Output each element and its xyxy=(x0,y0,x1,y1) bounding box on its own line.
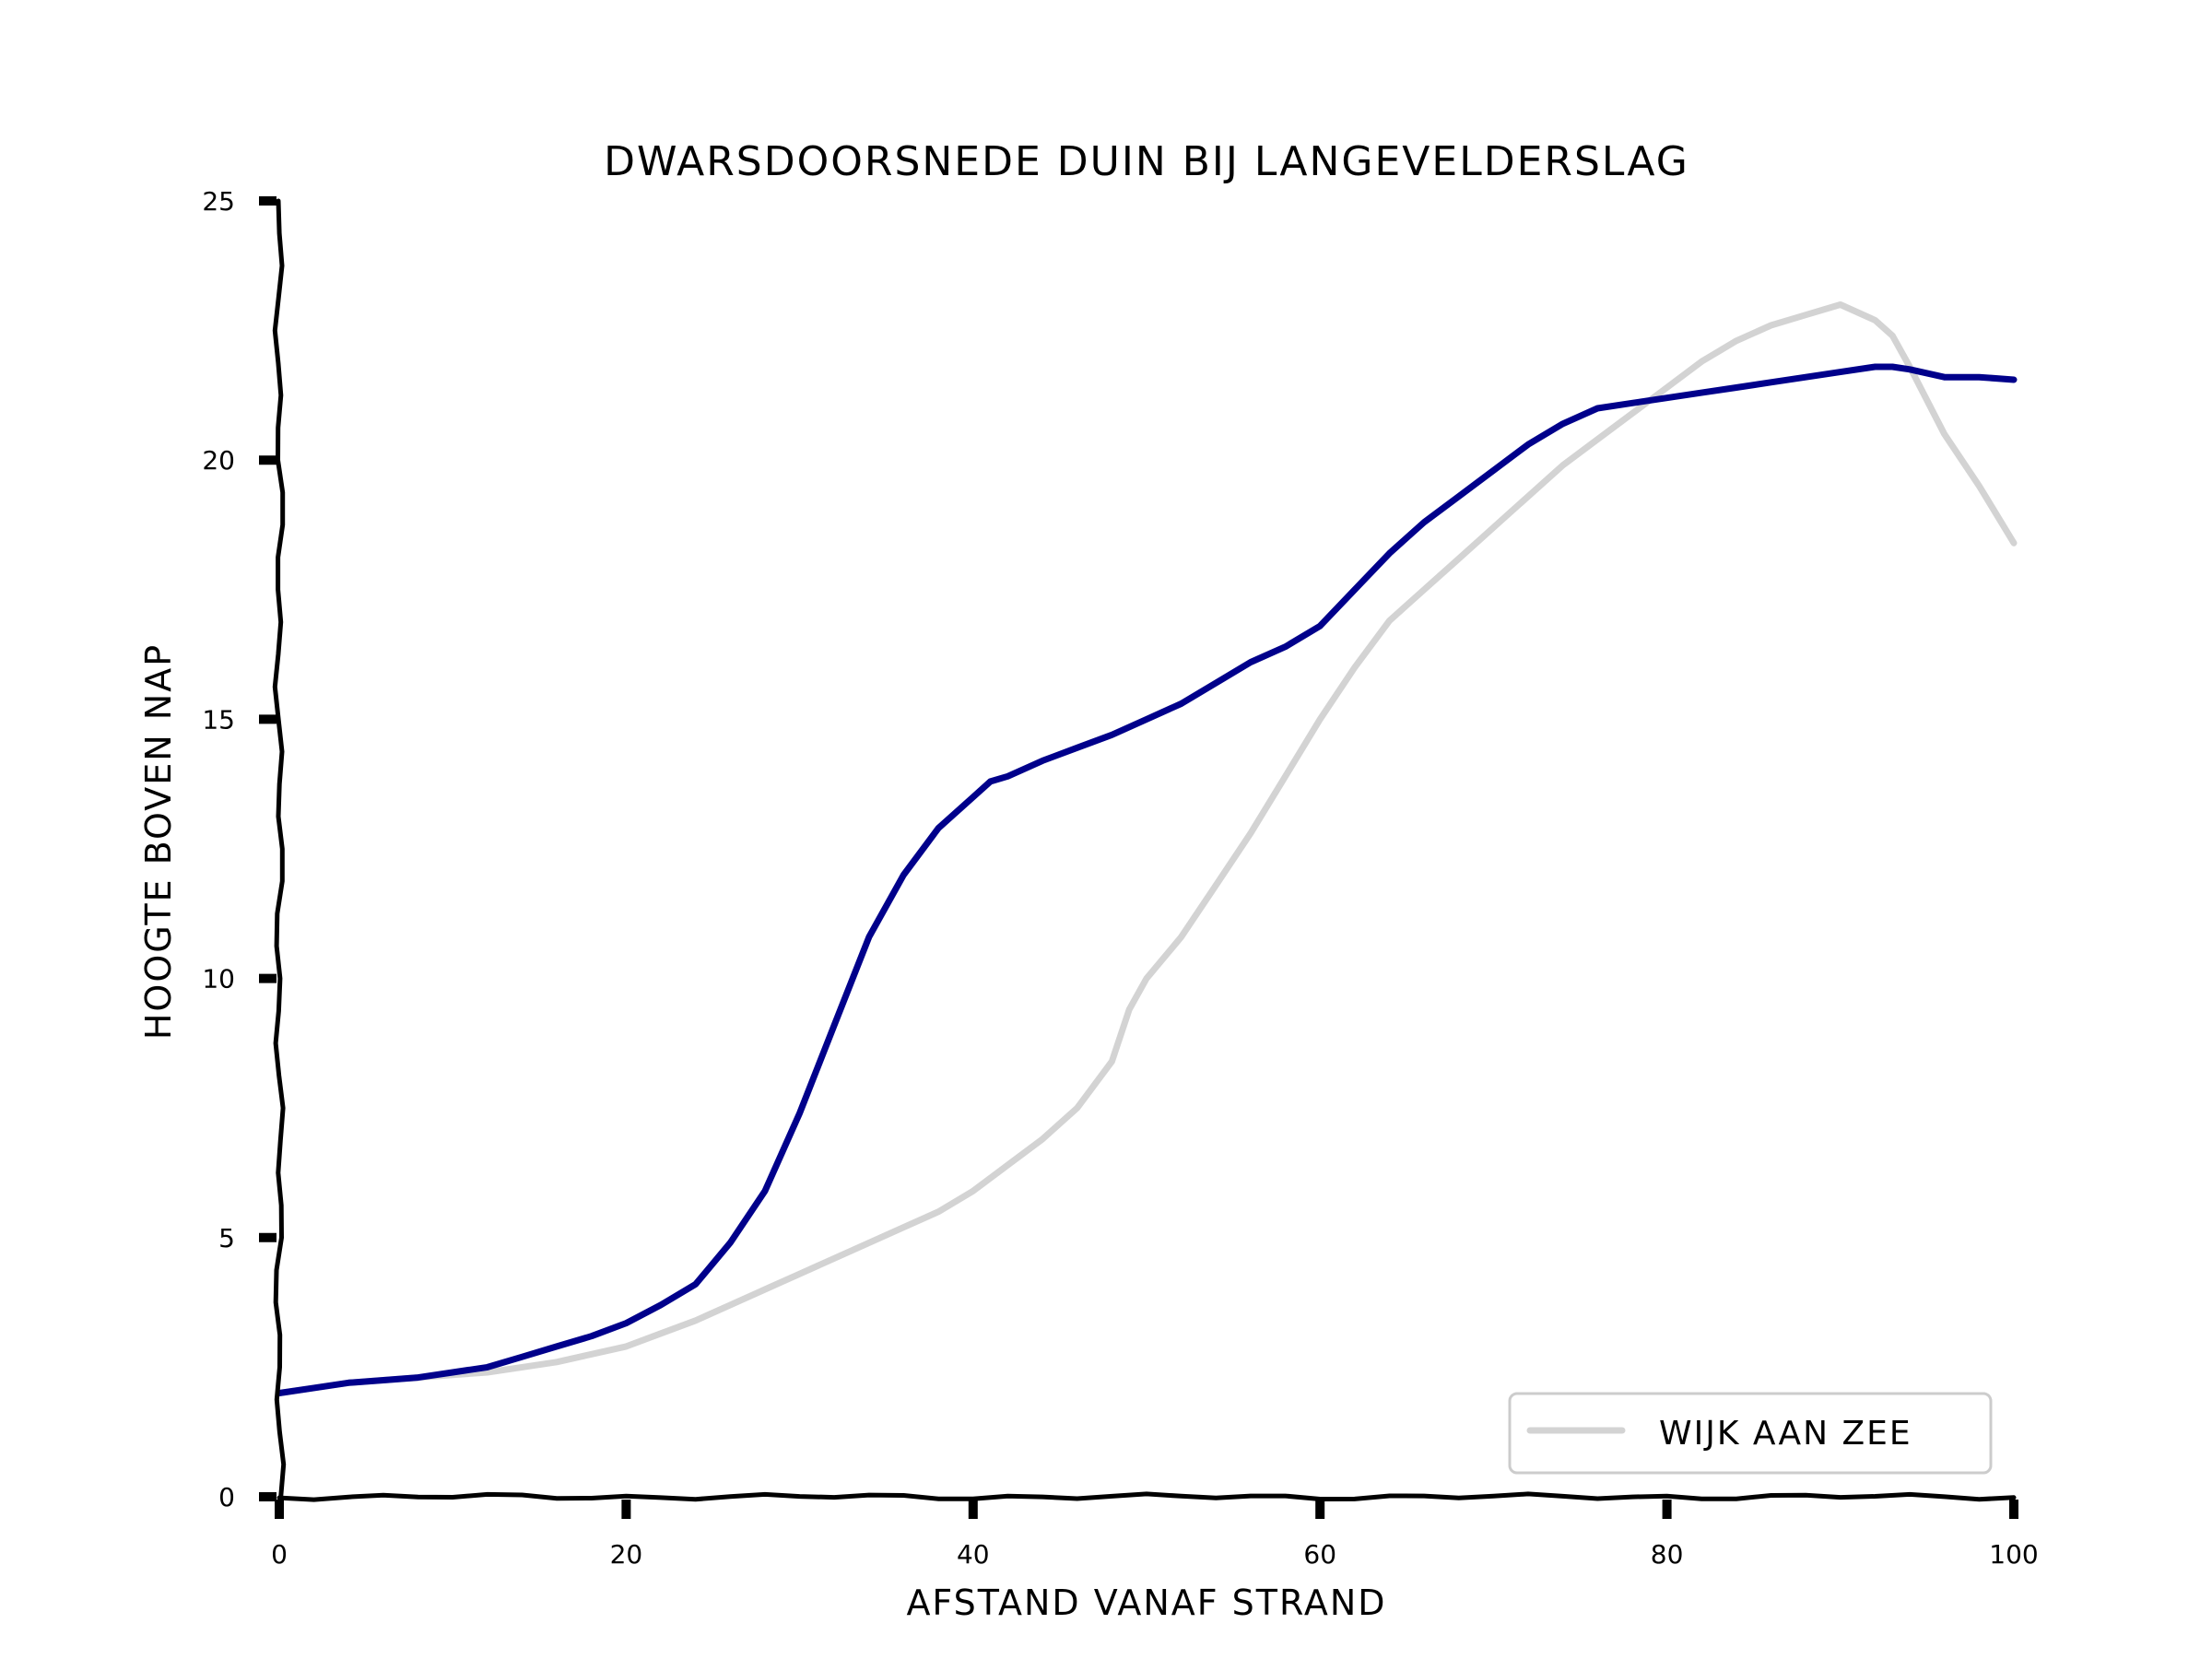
x-tick-label: 0 xyxy=(271,1539,288,1570)
series-line-0 xyxy=(276,363,2018,1396)
series-line-wijk-aan-zee xyxy=(276,301,2018,1396)
y-tick-label: 5 xyxy=(218,1223,235,1253)
y-tick-label: 15 xyxy=(202,704,235,735)
legend-box xyxy=(1508,1392,1993,1475)
x-tick-label: 80 xyxy=(1651,1539,1684,1570)
x-axis-line xyxy=(276,1491,2017,1502)
x-tick-label: 40 xyxy=(957,1539,990,1570)
y-tick-label: 10 xyxy=(202,964,235,994)
chart-title: DWARSDOORSNEDE DUIN BIJ LANGEVELDERSLAG xyxy=(604,138,1689,185)
x-tick-label: 60 xyxy=(1303,1539,1336,1570)
x-axis-label: AFSTAND VANAF STRAND xyxy=(906,1583,1386,1623)
tick-layer: 0 5 10 15 20 25 0 20 40 60 80 100 xyxy=(202,186,2038,1570)
y-axis-line xyxy=(272,198,287,1500)
y-tick-label: 20 xyxy=(202,445,235,476)
legend: WIJK AAN ZEE xyxy=(1508,1392,1993,1475)
x-tick-label: 20 xyxy=(610,1539,643,1570)
x-tick-label: 100 xyxy=(1989,1539,2038,1570)
y-tick-label: 0 xyxy=(218,1482,235,1512)
legend-label-wijk-aan-zee: WIJK AAN ZEE xyxy=(1659,1415,1912,1453)
y-tick-label: 25 xyxy=(202,186,235,217)
series-layer xyxy=(276,301,2018,1396)
y-axis-label: HOOGTE BOVEN NAP xyxy=(138,643,179,1040)
